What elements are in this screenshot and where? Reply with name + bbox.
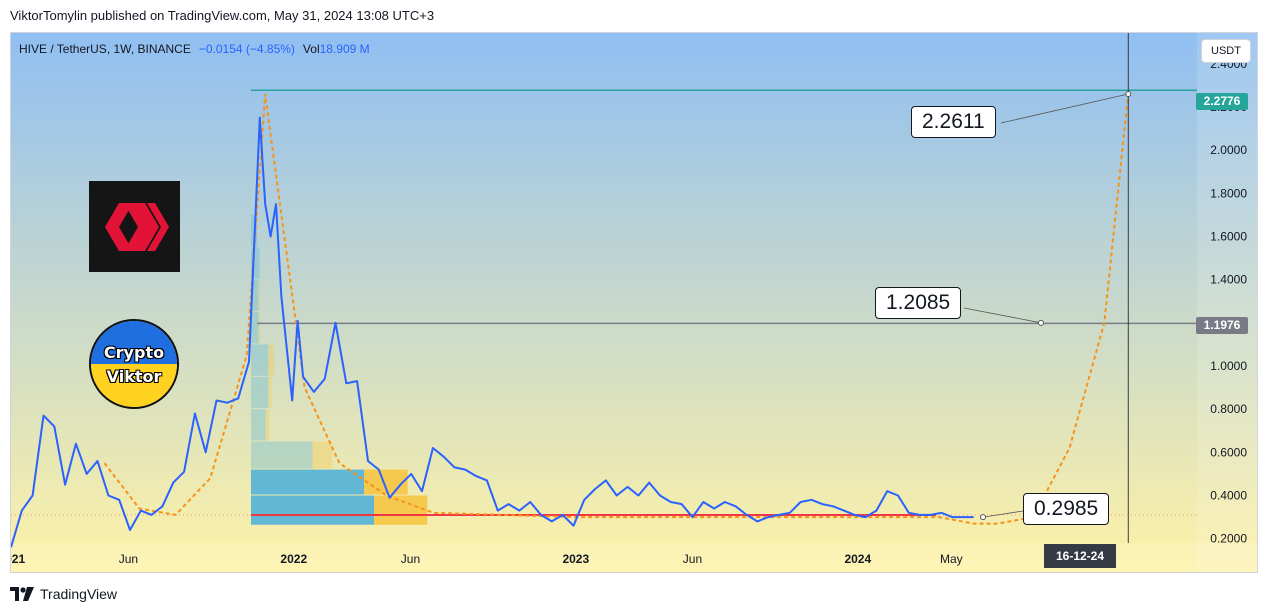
- price-tag-top: 2.2776: [1196, 93, 1248, 110]
- y-tick-label-8: 0.8000: [1210, 402, 1247, 416]
- hive-logo-icon-shape: [105, 203, 169, 251]
- volume-profile-up-3: [251, 409, 266, 441]
- x-tick-label-7: May: [940, 552, 963, 566]
- x-tick-label-5: Jun: [683, 552, 702, 566]
- volume-profile-up-1: [251, 469, 365, 495]
- anchor-point-0: [1125, 91, 1132, 98]
- callout-bottom-connector: [982, 510, 1024, 518]
- y-tick-label-7: 1.0000: [1210, 359, 1247, 373]
- crypto-viktor-logo: Crypto Viktor: [89, 319, 179, 409]
- callout-mid-connector: [963, 307, 1042, 324]
- volume-profile-down-2: [312, 441, 333, 469]
- symbol-title[interactable]: HIVE / TetherUS, 1W, BINANCE: [19, 42, 191, 56]
- volume-profile-up-2: [251, 441, 313, 469]
- logo-text-crypto: Crypto: [103, 343, 165, 362]
- callout-top: 2.2611: [911, 106, 996, 138]
- volume-profile-up-8: [251, 247, 260, 279]
- logo-text-viktor: Viktor: [106, 367, 162, 386]
- y-tick-label-10: 0.4000: [1210, 489, 1247, 503]
- anchor-point-1: [1038, 319, 1044, 326]
- tradingview-logo-icon: [10, 587, 34, 601]
- price-change: −0.0154 (−4.85%): [198, 42, 295, 56]
- x-tick-label-4: 2023: [562, 552, 589, 566]
- symbol-header: HIVE / TetherUS, 1W, BINANCE −0.0154 (−4.…: [19, 42, 370, 56]
- price-line: [11, 116, 974, 548]
- chart-frame[interactable]: 2.40002.20002.00001.80001.60001.40001.20…: [10, 32, 1258, 573]
- logo-blue-half: [91, 321, 177, 364]
- projection-curve: [103, 93, 1130, 525]
- volume-profile-down-6: [258, 312, 261, 344]
- volume-label: Vol: [302, 42, 320, 56]
- volume-profile-down-5: [268, 344, 274, 376]
- callout-top-connector: [1000, 93, 1129, 124]
- volume-profile-down-3: [265, 409, 270, 441]
- x-tick-label-1: Jun: [119, 552, 138, 566]
- x-tick-label-2: 2022: [280, 552, 307, 566]
- crosshair-date-tag: 16-12-24: [1044, 544, 1116, 568]
- x-tick-label-3: Jun: [401, 552, 420, 566]
- y-tick-label-3: 1.8000: [1210, 186, 1247, 200]
- x-tick-label-0: 2021: [11, 552, 25, 566]
- anchor-point-2: [980, 514, 986, 521]
- volume-profile-up-6: [251, 312, 259, 344]
- y-tick-label-2: 2.0000: [1210, 143, 1247, 157]
- footer: TradingView: [10, 586, 117, 602]
- volume-profile-down-0: [374, 495, 428, 525]
- volume-value: 18.909 M: [319, 42, 370, 56]
- y-tick-label-11: 0.2000: [1210, 532, 1247, 546]
- volume-profile-down-4: [268, 376, 272, 409]
- y-tick-label-5: 1.4000: [1210, 273, 1247, 287]
- y-tick-label-4: 1.6000: [1210, 229, 1247, 243]
- published-by-text: ViktorTomylin published on TradingView.c…: [10, 8, 435, 23]
- price-chart[interactable]: 2.40002.20002.00001.80001.60001.40001.20…: [11, 33, 1258, 573]
- volume-profile-up-4: [251, 376, 269, 409]
- hive-logo-icon: [89, 181, 180, 272]
- price-scale-area[interactable]: [1197, 33, 1258, 573]
- currency-button[interactable]: USDT: [1201, 39, 1251, 63]
- callout-mid: 1.2085: [875, 287, 962, 319]
- callout-bottom: 0.2985: [1023, 493, 1110, 525]
- volume-profile-down-7: [258, 279, 261, 312]
- logo-yellow-half: [91, 364, 177, 407]
- x-tick-label-6: 2024: [844, 552, 871, 566]
- volume-profile-up-5: [251, 344, 269, 376]
- volume-profile-up-0: [251, 495, 374, 525]
- footer-brand[interactable]: TradingView: [40, 586, 118, 602]
- chart-background: [11, 33, 1257, 572]
- y-tick-label-9: 0.6000: [1210, 445, 1247, 459]
- price-tag-mid: 1.1976: [1196, 317, 1248, 334]
- volume-profile-up-7: [251, 279, 259, 312]
